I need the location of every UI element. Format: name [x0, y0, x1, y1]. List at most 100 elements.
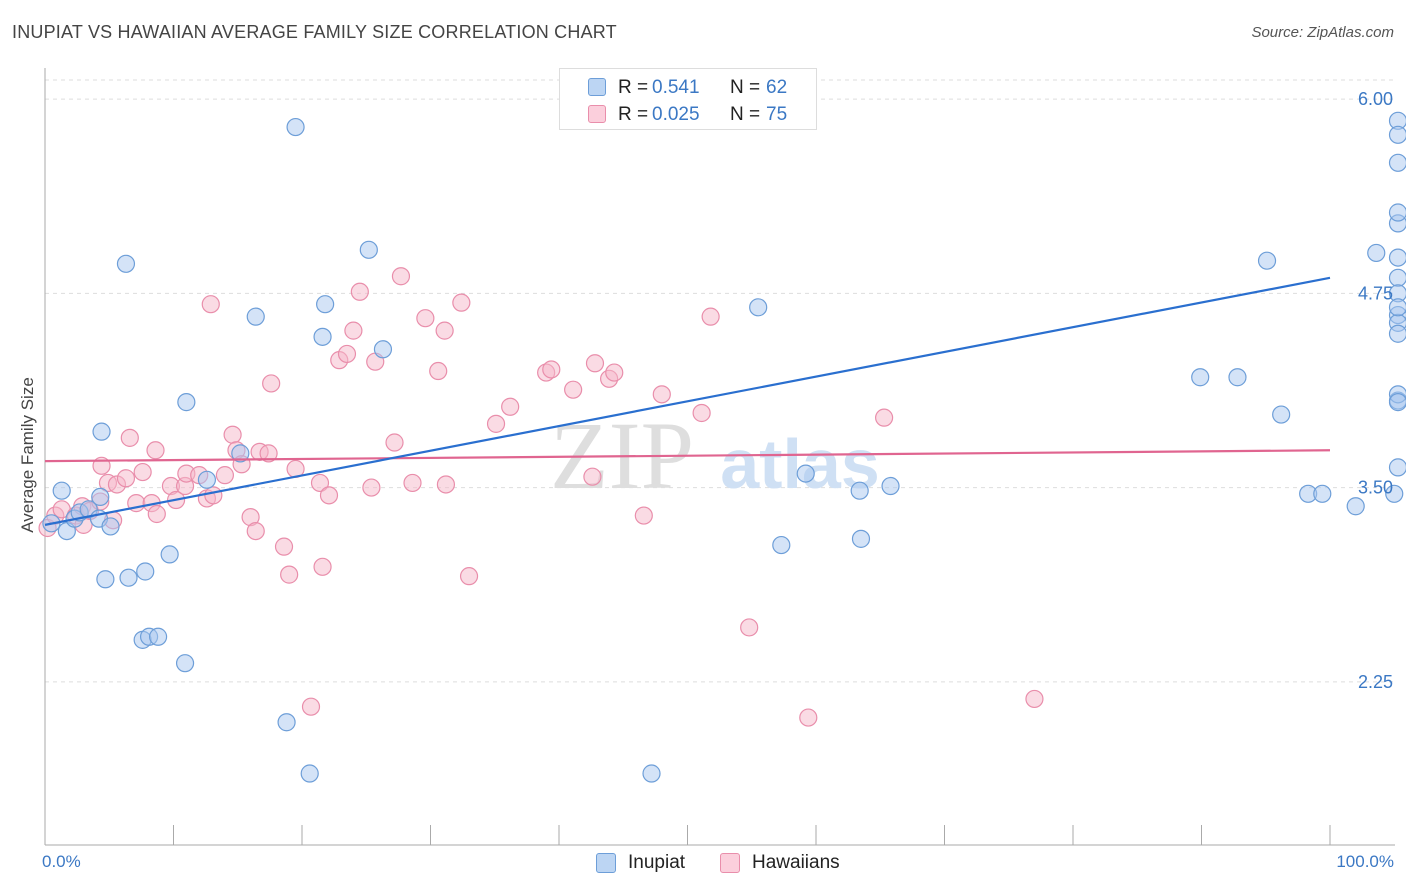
y-tick-labels: 6.00 4.75 3.50 2.25 [1358, 89, 1393, 692]
hawaiians-point [116, 469, 136, 488]
hawaiians-point [583, 467, 602, 486]
inupiat-point [116, 254, 136, 273]
inupiat-points [42, 111, 1406, 783]
inupiat-point [177, 393, 196, 412]
inupiat-swatch [588, 78, 606, 96]
hawaiians-point [133, 462, 152, 482]
inupiat-point [851, 529, 871, 548]
hawaiians-point [585, 354, 605, 373]
inupiat-point [796, 464, 815, 483]
inupiat-point [91, 487, 110, 507]
hawaiians-point [740, 618, 759, 637]
inupiat-point [359, 240, 378, 259]
hawaiians-point [301, 697, 321, 716]
inupiat-point [96, 570, 115, 589]
hawaiians-point [1025, 689, 1044, 709]
r-label: R = [618, 77, 649, 98]
inupiat-point [1272, 405, 1291, 424]
inupiat-point [881, 476, 900, 496]
hawaiians-point [146, 441, 165, 460]
x-tick-label-max: 100.0% [1336, 852, 1394, 871]
inupiat-point [136, 562, 155, 581]
y-tick-label: 2.25 [1358, 672, 1393, 692]
inupiat-point [101, 517, 120, 536]
hawaiians-swatch [720, 853, 740, 873]
r-label: R = [618, 104, 649, 125]
inupiat-point [313, 327, 332, 346]
hawaiians-point [403, 473, 422, 493]
inupiat-point [92, 422, 111, 441]
hawaiians-point [310, 473, 330, 493]
inupiat-point [1388, 153, 1406, 172]
hawaiians-trend-line [44, 449, 1331, 463]
hawaiians-point [313, 557, 332, 576]
hawaiians-point [319, 486, 339, 505]
inupiat-point [316, 295, 335, 314]
inupiat-point [1388, 125, 1406, 144]
hawaiians-swatch [588, 105, 606, 123]
hawaiians-point [452, 293, 471, 312]
hawaiians-point [436, 475, 456, 494]
inupiat-point [772, 535, 791, 555]
inupiat-point [850, 481, 869, 500]
inupiat-point [749, 298, 768, 317]
hawaiians-point [416, 309, 435, 328]
n-label: N = [730, 104, 761, 125]
hawaiians-point [280, 565, 299, 584]
hawaiians-point [259, 444, 278, 463]
hawaiians-point [799, 708, 818, 727]
chart-title: INUPIAT VS HAWAIIAN AVERAGE FAMILY SIZE … [12, 22, 617, 42]
hawaiians-point [215, 466, 234, 485]
hawaiians-point [120, 428, 139, 447]
hawaiians-point [201, 295, 220, 314]
n-label: N = [730, 77, 761, 98]
hawaiians-point [362, 478, 381, 497]
inupiat-point [300, 764, 319, 783]
axes [44, 68, 1395, 846]
inupiat-point [52, 481, 71, 500]
hawaiians-point [652, 385, 671, 404]
hawaiians-point [223, 425, 242, 444]
hawaiians-point [204, 486, 223, 505]
hawaiians-point [692, 403, 711, 423]
hawaiians-point [337, 344, 357, 364]
correlation-legend: R = 0.541 N = 62 R = 0.025 N = 75 [559, 68, 817, 130]
n-value: 75 [766, 104, 788, 125]
inupiat-point [231, 444, 250, 463]
inupiat-trend-line [44, 276, 1331, 526]
hawaiians-point [542, 360, 561, 379]
hawaiians-point [486, 414, 506, 433]
hawaiians-point [391, 267, 411, 286]
source-label: Source: ZipAtlas.com [1251, 24, 1394, 41]
inupiat-point [286, 117, 305, 137]
hawaiians-point [385, 433, 404, 452]
legend-label-inupiat: Inupiat [628, 852, 686, 873]
hawaiians-point [701, 307, 720, 326]
hawaiians-point [501, 397, 520, 416]
y-tick-label: 4.75 [1358, 283, 1393, 303]
inupiat-point [1388, 203, 1406, 222]
r-value: 0.541 [652, 77, 700, 98]
hawaiians-point [875, 408, 894, 427]
legend-label-hawaiians: Hawaiians [752, 852, 840, 873]
hawaiians-point [435, 321, 454, 340]
r-value: 0.025 [652, 104, 700, 125]
n-value: 62 [766, 77, 788, 98]
inupiat-point [160, 545, 179, 564]
inupiat-point [148, 627, 168, 646]
hawaiians-point [459, 567, 479, 586]
hawaiians-point [350, 282, 369, 301]
inupiat-point [1191, 368, 1210, 387]
hawaiians-point [246, 521, 265, 541]
hawaiians-points [38, 267, 1044, 727]
hawaiians-point [429, 361, 448, 381]
hawaiians-point [634, 506, 653, 525]
trend-lines [44, 276, 1331, 526]
inupiat-point [1346, 497, 1365, 516]
inupiat-point [119, 568, 138, 587]
x-tick-label-min: 0.0% [42, 852, 81, 871]
inupiat-point [373, 340, 393, 359]
inupiat-point [1313, 484, 1332, 503]
hawaiians-point [147, 504, 166, 524]
y-tick-label: 3.50 [1358, 478, 1393, 498]
